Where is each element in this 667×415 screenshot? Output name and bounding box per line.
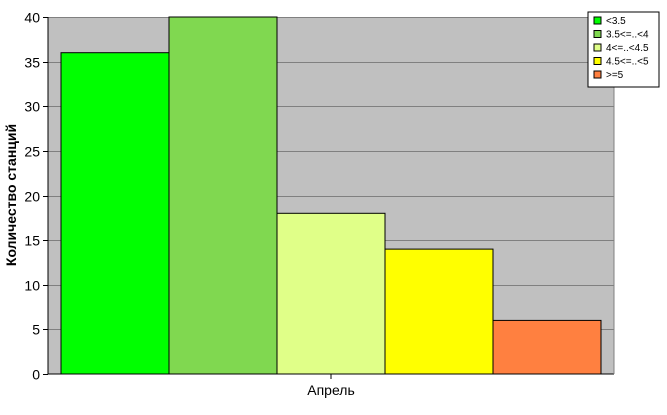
legend-entry-label: 4.5<=..<5 bbox=[606, 57, 649, 68]
bar bbox=[276, 212, 386, 375]
y-tick-label: 0 bbox=[32, 367, 40, 383]
bars bbox=[60, 16, 602, 375]
legend-entry-label: >=5 bbox=[606, 70, 624, 81]
bar bbox=[168, 16, 278, 375]
y-tick-label: 20 bbox=[24, 189, 40, 205]
legend: <3.5 3.5<=..<4 4<=..<4.5 4.5<=..<5 >=5 bbox=[587, 11, 660, 88]
legend-entry-label: 4<=..<4.5 bbox=[606, 43, 649, 54]
legend-swatch bbox=[593, 43, 602, 52]
x-category-label: Апрель bbox=[307, 382, 355, 398]
y-tick-label: 25 bbox=[24, 144, 40, 160]
y-axis-ticks: 0 5 10 15 20 25 30 35 40 bbox=[24, 10, 48, 383]
y-tick-label: 15 bbox=[24, 233, 40, 249]
y-tick-label: 30 bbox=[24, 99, 40, 115]
legend-swatch bbox=[593, 16, 602, 25]
bar bbox=[384, 248, 494, 375]
y-tick-label: 5 bbox=[32, 322, 40, 338]
y-tick-label: 35 bbox=[24, 55, 40, 71]
y-tick-label: 10 bbox=[24, 278, 40, 294]
legend-swatch bbox=[593, 30, 602, 38]
bar bbox=[492, 319, 602, 375]
y-axis-title: Количество станций bbox=[3, 124, 19, 266]
y-tick-label: 40 bbox=[24, 10, 40, 26]
x-axis-ticks: Апрель bbox=[307, 374, 355, 398]
legend-swatch bbox=[593, 70, 602, 79]
legend-swatch bbox=[593, 57, 602, 65]
bar bbox=[60, 52, 170, 375]
legend-entry-label: 3.5<=..<4 bbox=[606, 30, 649, 41]
legend-entry-label: <3.5 bbox=[606, 16, 626, 27]
